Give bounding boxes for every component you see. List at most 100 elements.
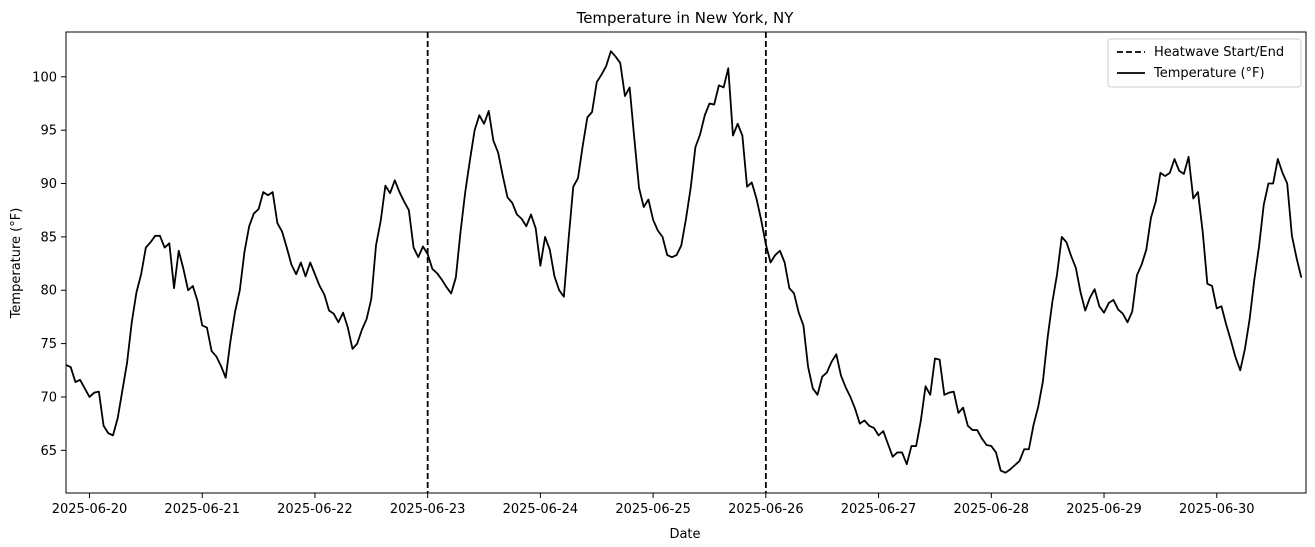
temperature-point [553,275,555,277]
temperature-point [131,321,133,323]
temperature-point [1202,231,1204,233]
temperature-point [206,327,208,329]
temperature-point [1103,312,1105,314]
temperature-point [1291,235,1293,237]
temperature-point [760,219,762,221]
temperature-point [915,445,917,447]
temperature-point [807,366,809,368]
temperature-point [694,146,696,148]
x-tick-label: 2025-06-30 [1179,502,1255,517]
temperature-point [713,104,715,106]
temperature-point [93,392,95,394]
temperature-point [1094,288,1096,290]
temperature-point [525,225,527,227]
temperature-point [868,425,870,427]
temperature-point [934,358,936,360]
temperature-point [1197,191,1199,193]
temperature-point [1300,276,1302,278]
temperature-point [751,181,753,183]
temperature-point [1159,172,1161,174]
temperature-point [976,429,978,431]
temperature-point [582,145,584,147]
temperature-point [662,236,664,238]
temperature-point [455,276,457,278]
temperature-point [708,103,710,104]
temperature-point [558,289,560,291]
temperature-point [929,394,931,396]
temperature-point [182,268,184,270]
temperature-point [981,438,983,440]
temperature-point [882,430,884,432]
temperature-point [1042,380,1044,382]
temperature-point [939,359,941,361]
temperature-point [511,202,513,204]
temperature-point [290,264,292,266]
x-tick-label: 2025-06-27 [841,502,917,517]
temperature-point [135,291,137,293]
temperature-point [408,209,410,211]
temperature-point [1141,264,1143,266]
temperature-point [647,199,649,201]
temperature-point [79,379,81,381]
temperature-point [821,376,823,378]
temperature-point [474,129,476,131]
temperature-point [610,50,612,52]
temperature-point [159,235,161,237]
x-axis-label: Date [669,527,700,542]
temperature-point [342,312,344,314]
temperature-point [333,313,335,315]
temperature-point [464,191,466,193]
axes-frame [65,31,1307,494]
temperature-point [173,287,175,289]
temperature-point [88,396,90,398]
x-tick-label: 2025-06-28 [954,502,1030,517]
temperature-point [1051,301,1053,303]
temperature-point [798,312,800,314]
temperature-point [1014,464,1016,466]
legend-box [1107,38,1302,88]
temperature-point [831,361,833,363]
temperature-point [704,114,706,116]
temperature-point [530,213,532,215]
temperature-point [972,429,974,431]
temperature-point [624,95,626,97]
temperature-point [676,254,678,256]
chart-title: Temperature in New York, NY [576,9,795,27]
temperature-point [427,253,429,255]
temperature-point [774,254,776,256]
temperature-point [878,434,880,436]
temperature-point [849,396,851,398]
temperature-point [243,251,245,253]
temperature-point [1056,273,1058,275]
temperature-point [441,279,443,281]
temperature-point [521,218,523,220]
temperature-point [802,324,804,326]
temperature-point [483,123,485,125]
temperature-point [1239,369,1241,371]
temperature-point [168,242,170,244]
temperature-point [497,152,499,154]
temperature-point [347,327,349,329]
temperature-point [685,218,687,220]
temperature-point [596,81,598,83]
temperature-point [234,311,236,313]
temperature-point [229,340,231,342]
temperature-point [1150,217,1152,219]
temperature-point [1173,158,1175,160]
temperature-point [1263,204,1265,206]
temperature-point [488,110,490,112]
temperature-point [1122,313,1124,315]
temperature-point [699,133,701,135]
temperature-point [422,245,424,247]
temperature-point [1089,297,1091,299]
temperature-point [718,84,720,86]
temperature-point [1267,183,1269,185]
temperature-point [1108,302,1110,304]
y-tick-label: 80 [40,284,57,299]
temperature-point [953,391,955,393]
temperature-point [892,456,894,458]
temperature-point [319,285,321,287]
temperature-point [615,56,617,58]
temperature-point [276,222,278,224]
temperature-point [211,350,213,352]
